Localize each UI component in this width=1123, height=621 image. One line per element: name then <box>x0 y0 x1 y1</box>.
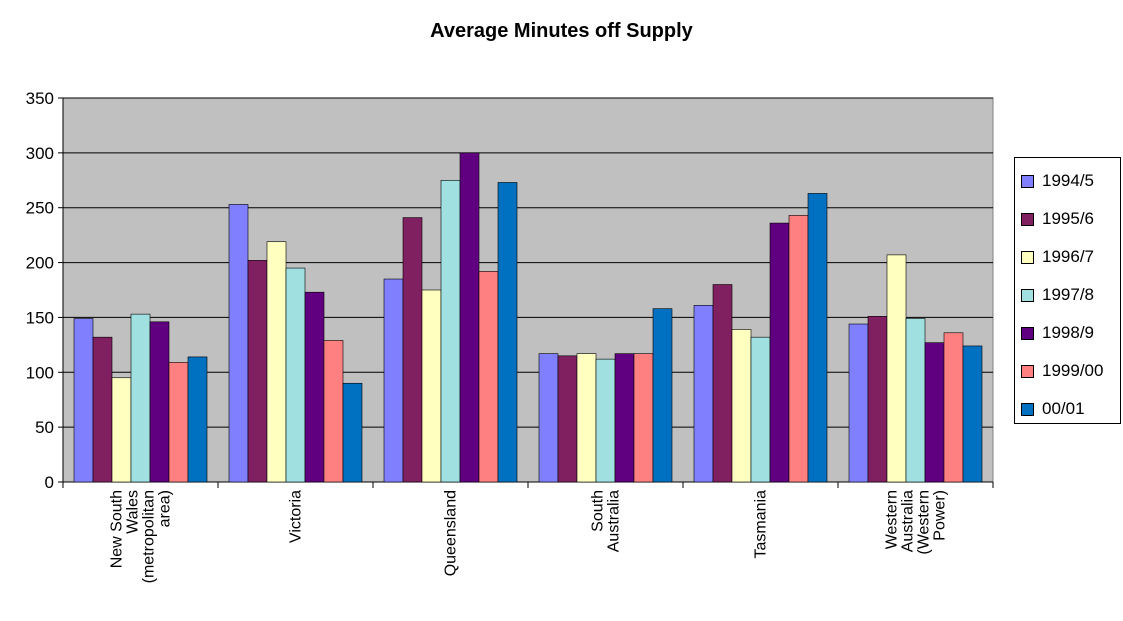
legend-swatch <box>1021 364 1034 378</box>
bar <box>769 222 790 483</box>
legend-swatch <box>1021 326 1034 340</box>
x-tick-label: Wales <box>125 490 142 534</box>
bar <box>905 318 926 483</box>
x-tick-label: Power) <box>932 490 949 541</box>
bar <box>266 241 287 483</box>
x-tick-label: New South <box>109 490 126 568</box>
legend-swatch <box>1021 288 1034 302</box>
bar <box>497 182 518 483</box>
x-tick-label: Tasmania <box>753 490 770 559</box>
x-tick-label: Australia <box>606 490 623 552</box>
legend-swatch <box>1021 402 1034 416</box>
bar <box>304 291 325 483</box>
bar <box>342 382 363 483</box>
bar <box>383 278 404 483</box>
legend-label: 1996/7 <box>1042 247 1094 266</box>
legend-item: 1998/9 <box>1021 323 1094 343</box>
bar <box>247 260 268 483</box>
x-tick-label: (Western <box>916 490 933 555</box>
bar <box>402 217 423 483</box>
legend-label: 1999/00 <box>1042 361 1104 380</box>
bar <box>92 336 113 483</box>
bar <box>149 321 170 483</box>
chart-title: Average Minutes off Supply <box>430 20 693 42</box>
bar <box>693 305 714 483</box>
x-tick-label: South <box>590 490 607 532</box>
legend-item: 00/01 <box>1021 399 1085 419</box>
bar <box>168 362 189 483</box>
y-tick-label: 350 <box>26 89 54 108</box>
legend-label: 1997/8 <box>1042 285 1094 304</box>
bar <box>750 336 771 483</box>
legend-item: 1996/7 <box>1021 247 1094 267</box>
x-tick-label: Western <box>884 490 901 549</box>
legend-swatch <box>1021 174 1034 188</box>
x-tick-label: Queensland <box>443 490 460 576</box>
legend-item: 1997/8 <box>1021 285 1094 305</box>
bar <box>943 332 964 483</box>
plot-area <box>62 97 994 483</box>
bar <box>886 254 907 483</box>
bar <box>633 353 654 483</box>
bar <box>285 267 306 483</box>
legend-label: 00/01 <box>1042 399 1085 418</box>
bar <box>323 340 344 483</box>
bar <box>538 353 559 483</box>
bar <box>867 316 888 483</box>
bar <box>962 345 983 483</box>
x-tick-label: Australia <box>900 490 917 552</box>
bar <box>652 308 673 483</box>
y-tick-label: 200 <box>26 254 54 273</box>
y-tick-label: 50 <box>35 418 54 437</box>
bar <box>924 342 945 483</box>
legend-item: 1999/00 <box>1021 361 1103 381</box>
legend-label: 1994/5 <box>1042 171 1094 190</box>
y-tick-label: 100 <box>26 363 54 382</box>
legend-item: 1994/5 <box>1021 171 1094 191</box>
bar <box>807 193 828 483</box>
legend-swatch <box>1021 212 1034 226</box>
legend-swatch <box>1021 250 1034 264</box>
bar <box>712 284 733 483</box>
legend-item: 1995/6 <box>1021 209 1094 229</box>
bar <box>731 329 752 483</box>
bar <box>187 356 208 483</box>
bar <box>130 313 151 483</box>
legend: 1994/5 1995/6 1996/7 1997/8 1998/9 1999/00 00/… <box>1014 157 1121 424</box>
bar <box>848 323 869 483</box>
y-tick-label: 250 <box>26 199 54 218</box>
bar <box>614 353 635 483</box>
bar <box>111 377 132 483</box>
bar <box>459 152 480 483</box>
bar <box>421 289 442 483</box>
bar <box>788 215 809 483</box>
x-tick-label: (metropolitan <box>141 490 158 583</box>
bar <box>576 353 597 483</box>
bar <box>73 318 94 483</box>
bar <box>595 358 616 483</box>
y-tick-label: 150 <box>26 308 54 327</box>
bar <box>478 271 499 483</box>
y-tick-label: 300 <box>26 144 54 163</box>
bar <box>228 204 249 483</box>
bar <box>557 355 578 483</box>
bar <box>440 179 461 483</box>
legend-label: 1995/6 <box>1042 209 1094 228</box>
x-tick-label: area) <box>157 490 174 527</box>
x-tick-label: Victoria <box>288 490 305 543</box>
legend-label: 1998/9 <box>1042 323 1094 342</box>
y-tick-label: 0 <box>45 473 54 492</box>
